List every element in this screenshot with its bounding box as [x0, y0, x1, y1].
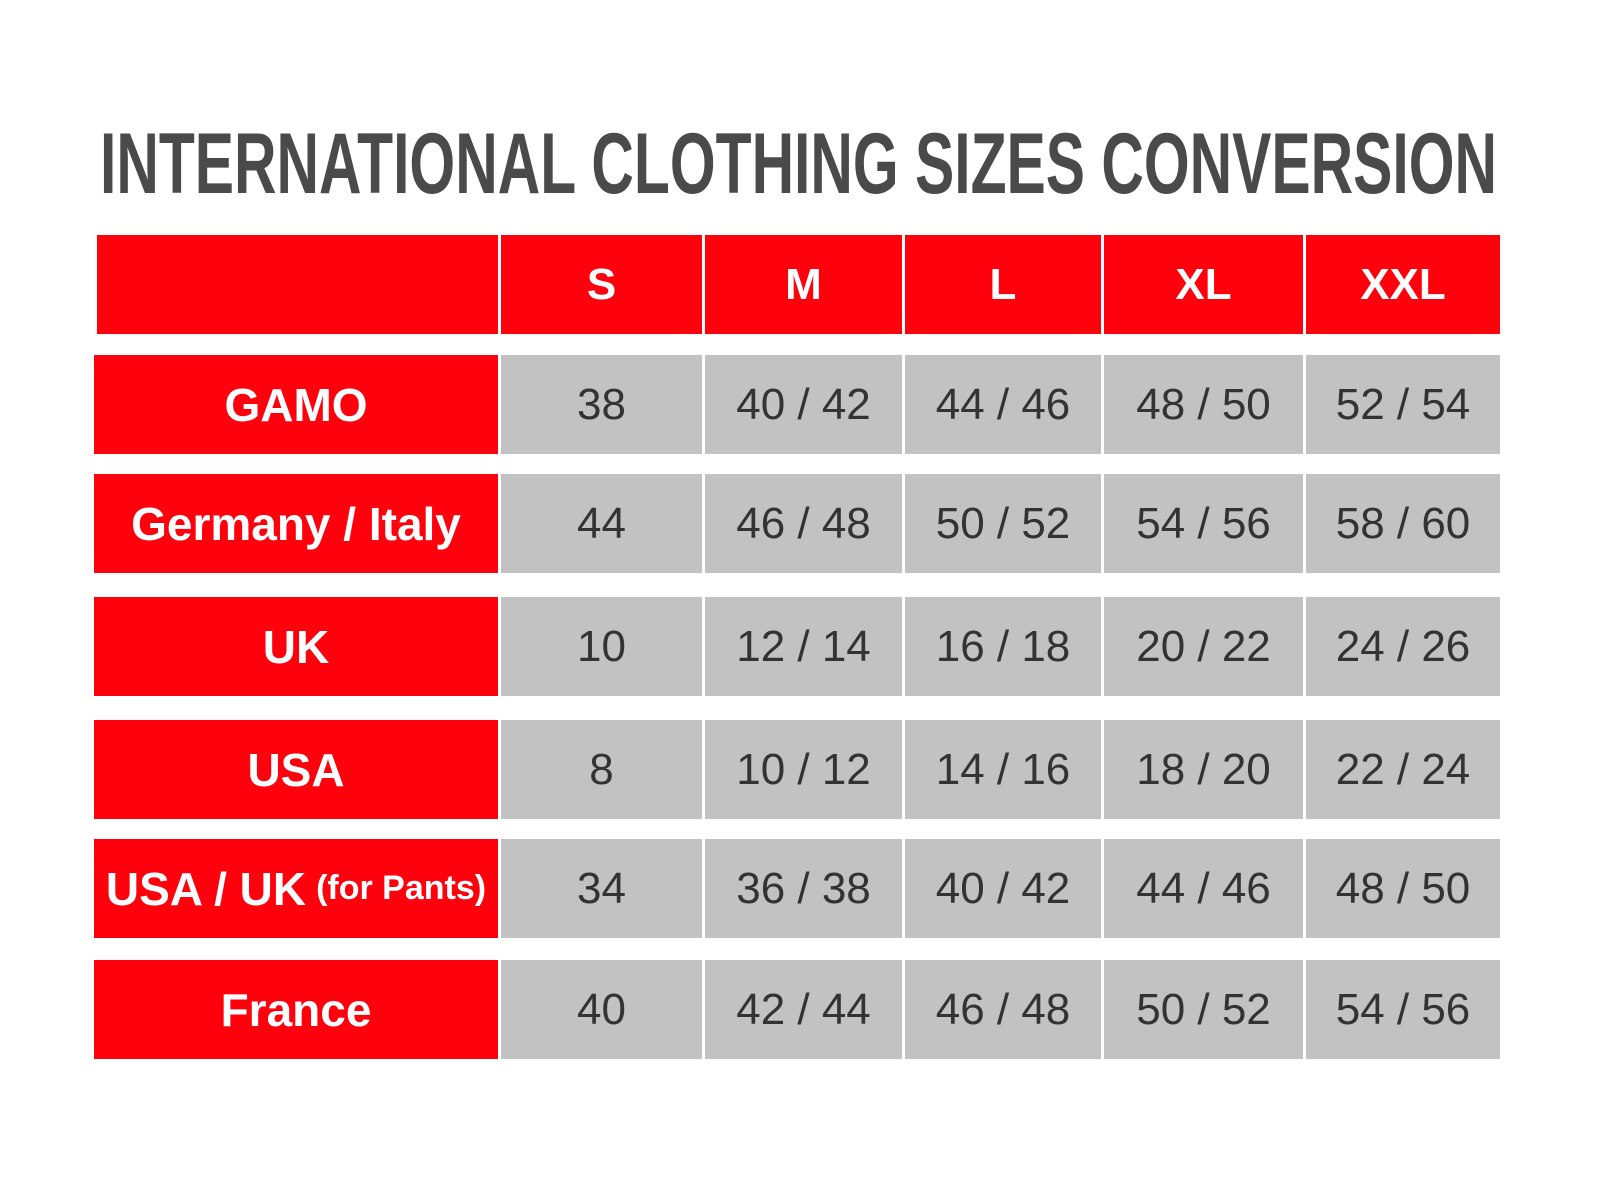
size-cell: 40 / 42 [905, 839, 1101, 938]
size-cell: 10 / 12 [705, 720, 902, 819]
size-cell: 14 / 16 [905, 720, 1101, 819]
size-cell: 8 [501, 720, 702, 819]
size-cell: 48 / 50 [1104, 355, 1303, 454]
row-label-text: UK [262, 620, 330, 673]
size-cell: 52 / 54 [1306, 355, 1500, 454]
row-label-text: USA [247, 743, 345, 796]
column-header-s: S [501, 235, 702, 334]
row-label-text: France [220, 983, 372, 1036]
column-header-l: L [905, 235, 1101, 334]
row-label: GAMO [94, 355, 498, 454]
size-cell: 18 / 20 [1104, 720, 1303, 819]
size-cell: 22 / 24 [1306, 720, 1500, 819]
size-cell: 44 / 46 [1104, 839, 1303, 938]
row-label-text: GAMO [224, 378, 368, 431]
column-header-xxl: XXL [1306, 235, 1500, 334]
size-cell: 44 / 46 [905, 355, 1101, 454]
row-label-text: Germany / Italy [131, 497, 461, 550]
row-label: UK [94, 597, 498, 696]
size-cell: 40 / 42 [705, 355, 902, 454]
header-corner-cell [97, 235, 498, 334]
size-cell: 50 / 52 [1104, 960, 1303, 1059]
size-cell: 16 / 18 [905, 597, 1101, 696]
row-label-text: USA / UK [105, 862, 307, 915]
size-cell: 34 [501, 839, 702, 938]
size-cell: 48 / 50 [1306, 839, 1500, 938]
size-cell: 38 [501, 355, 702, 454]
row-label: Germany / Italy [94, 474, 498, 573]
size-cell: 12 / 14 [705, 597, 902, 696]
column-header-xl: XL [1104, 235, 1303, 334]
size-cell: 10 [501, 597, 702, 696]
size-cell: 44 [501, 474, 702, 573]
size-cell: 40 [501, 960, 702, 1059]
size-cell: 50 / 52 [905, 474, 1101, 573]
size-cell: 54 / 56 [1104, 474, 1303, 573]
size-cell: 42 / 44 [705, 960, 902, 1059]
row-label: France [94, 960, 498, 1059]
size-cell: 20 / 22 [1104, 597, 1303, 696]
size-cell: 46 / 48 [905, 960, 1101, 1059]
row-label-note: (for Pants) [316, 869, 487, 907]
row-label: USA [94, 720, 498, 819]
title-text: INTERNATIONAL CLOTHING SIZES CONVERSION [100, 120, 1497, 210]
size-cell: 54 / 56 [1306, 960, 1500, 1059]
size-cell: 24 / 26 [1306, 597, 1500, 696]
size-cell: 36 / 38 [705, 839, 902, 938]
size-cell: 58 / 60 [1306, 474, 1500, 573]
column-header-m: M [705, 235, 902, 334]
page-title: INTERNATIONAL CLOTHING SIZES CONVERSION [100, 120, 1497, 210]
size-cell: 46 / 48 [705, 474, 902, 573]
row-label: USA / UK (for Pants) [94, 839, 498, 938]
